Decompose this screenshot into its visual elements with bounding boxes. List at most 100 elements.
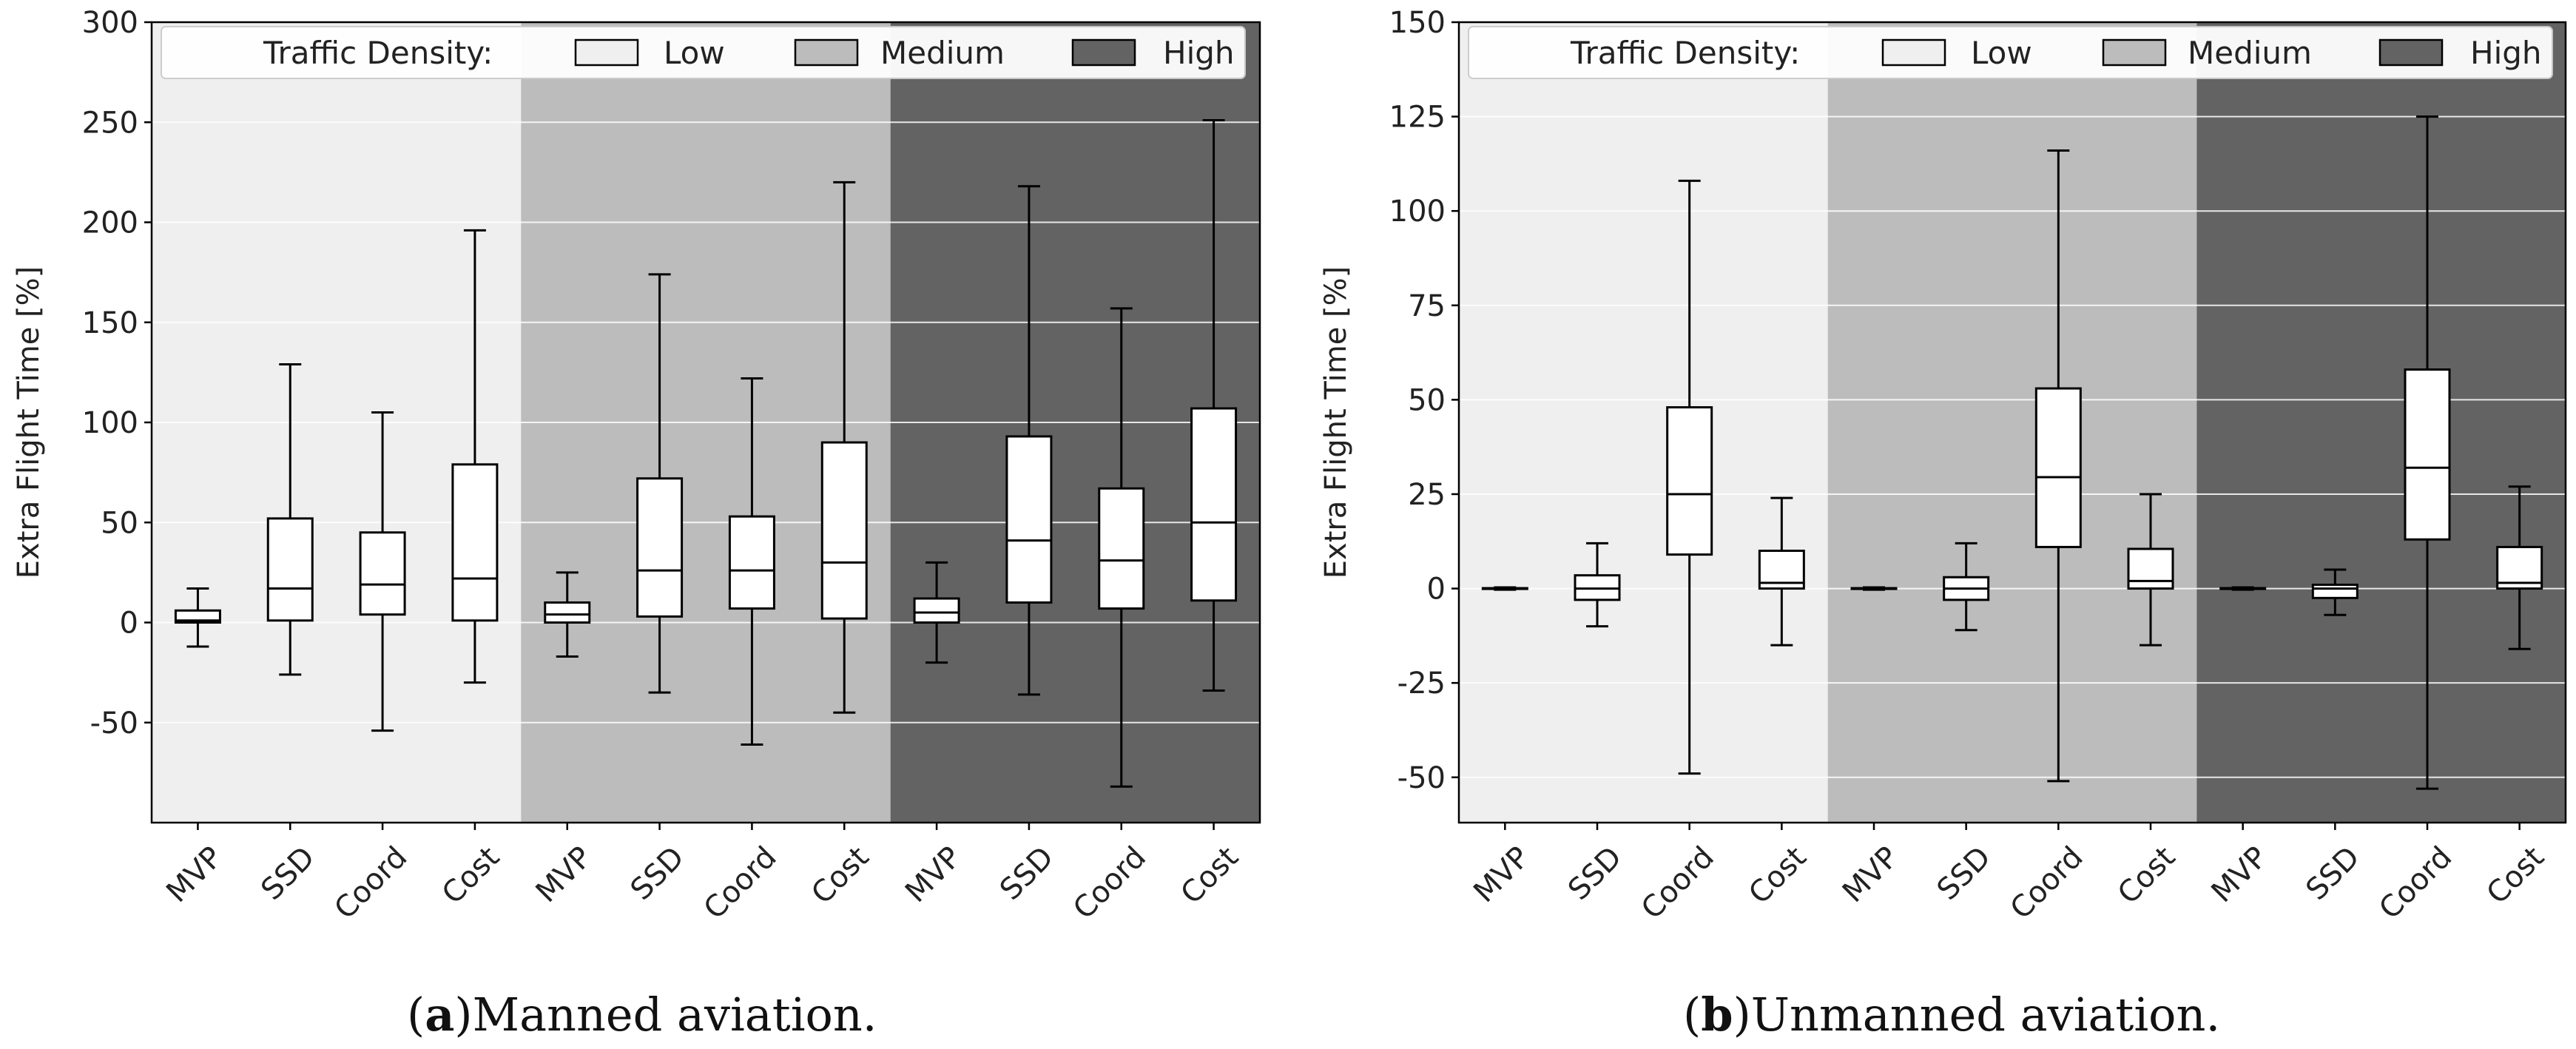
- y-axis-label: Extra Flight Time [%]: [12, 266, 46, 579]
- box-high-coord: [1098, 307, 1145, 788]
- legend-label-high: High: [2470, 35, 2542, 71]
- box-low-ssd: [266, 363, 314, 676]
- y-tick-label: 75: [1408, 289, 1446, 323]
- legend-label-high: High: [1163, 35, 1235, 71]
- box-iqr: [2496, 545, 2543, 590]
- y-tick-label: 150: [82, 306, 138, 340]
- region-high-density: [2196, 22, 2566, 823]
- x-tick-label: Cost: [1174, 840, 1244, 911]
- box-iqr: [1005, 435, 1053, 604]
- box-iqr: [2127, 547, 2174, 590]
- y-tick-label: -25: [1397, 667, 1446, 701]
- caption-b-text: Unmanned aviation.: [1750, 988, 2221, 1042]
- box-medium-coord: [728, 377, 775, 746]
- box-low-coord: [1666, 179, 1713, 775]
- box-low-cost: [1758, 496, 1805, 647]
- x-tick-label: SSD: [1562, 840, 1628, 907]
- y-tick-label: 0: [120, 607, 138, 641]
- x-tick-label: Coord: [1635, 840, 1721, 926]
- box-iqr: [2404, 368, 2451, 541]
- x-tick-label: SSD: [624, 840, 691, 907]
- legend-label-low: Low: [1971, 35, 2032, 71]
- x-tick-label: MVP: [899, 840, 968, 909]
- box-low-coord: [359, 411, 406, 732]
- x-tick-label: MVP: [2205, 840, 2274, 909]
- x-tick-label: MVP: [160, 840, 229, 909]
- legend-swatch-low: [1881, 38, 1946, 67]
- y-tick-label: 150: [1389, 6, 1446, 40]
- x-tick-label: Coord: [328, 840, 414, 926]
- box-medium-ssd: [1943, 542, 1990, 632]
- y-tick-label: 300: [82, 6, 138, 40]
- box-medium-mvp: [544, 571, 591, 658]
- box-high-coord: [2404, 115, 2451, 790]
- x-tick-label: Cost: [1742, 840, 1813, 911]
- x-tick-label: SSD: [994, 840, 1060, 907]
- region-medium-density: [1827, 22, 2197, 823]
- x-tick-label: Coord: [698, 840, 783, 926]
- box-low-cost: [451, 229, 499, 684]
- y-tick-label: -50: [1397, 761, 1446, 795]
- box-iqr: [913, 597, 960, 624]
- box-iqr: [544, 601, 591, 624]
- y-tick-label: 25: [1408, 478, 1446, 512]
- box-iqr: [1190, 407, 1238, 602]
- box-medium-coord: [2034, 149, 2082, 783]
- region-low-density: [1459, 22, 1828, 823]
- box-iqr: [1098, 487, 1145, 610]
- legend-swatch-low: [574, 38, 639, 67]
- legend-swatch-medium: [794, 38, 859, 67]
- x-tick-label: MVP: [1467, 840, 1536, 909]
- box-low-mvp: [1481, 586, 1528, 591]
- box-high-mvp: [2219, 586, 2267, 591]
- box-iqr: [359, 531, 406, 616]
- box-iqr: [820, 441, 868, 620]
- box-high-ssd: [1005, 185, 1053, 696]
- x-tick-label: MVP: [1836, 840, 1905, 909]
- x-tick-label: Cost: [436, 840, 506, 911]
- caption-a-text: Manned aviation.: [472, 988, 877, 1042]
- axes-frame: [1457, 21, 2567, 824]
- box-iqr: [266, 517, 314, 622]
- x-tick-label: Cost: [2111, 840, 2182, 911]
- x-tick-label: SSD: [1931, 840, 1997, 907]
- y-tick-label: -50: [90, 706, 138, 741]
- caption-a: (a)Manned aviation.: [407, 988, 877, 1042]
- legend-swatch-medium: [2102, 38, 2167, 67]
- y-tick-label: 100: [82, 406, 138, 440]
- box-medium-cost: [2127, 493, 2174, 647]
- y-tick-label: 50: [101, 506, 138, 540]
- y-axis-label: Extra Flight Time [%]: [1319, 266, 1353, 579]
- x-tick-label: SSD: [254, 840, 321, 907]
- x-tick-label: MVP: [530, 840, 599, 909]
- legend-swatch-high: [1071, 38, 1136, 67]
- box-high-ssd: [2311, 568, 2358, 616]
- legend: Traffic Density: Low Medium High: [161, 26, 1246, 79]
- box-low-mvp: [174, 587, 221, 648]
- legend-label-medium: Medium: [880, 35, 1005, 71]
- y-tick-label: 125: [1389, 101, 1446, 135]
- y-tick-label: 50: [1408, 383, 1446, 417]
- box-iqr: [728, 515, 775, 610]
- box-iqr: [636, 477, 684, 618]
- legend-title: Traffic Density:: [263, 35, 493, 71]
- box-iqr: [2311, 583, 2358, 599]
- box-iqr: [2034, 387, 2082, 548]
- box-high-cost: [2496, 485, 2543, 650]
- legend-frame: [1468, 26, 2553, 79]
- y-tick-label: 100: [1389, 195, 1446, 229]
- legend: Traffic Density: Low Medium High: [1468, 26, 2553, 79]
- x-tick-label: Coord: [1067, 840, 1153, 926]
- y-tick-label: 250: [82, 106, 138, 140]
- legend-swatch-high: [2378, 38, 2444, 67]
- box-medium-mvp: [1850, 586, 1898, 591]
- x-tick-label: SSD: [2299, 840, 2366, 907]
- caption-b: (b)Unmanned aviation.: [1683, 988, 2221, 1042]
- x-tick-label: Cost: [2481, 840, 2551, 911]
- y-tick-label: 200: [82, 206, 138, 240]
- box-low-ssd: [1574, 542, 1621, 628]
- box-high-mvp: [913, 561, 960, 664]
